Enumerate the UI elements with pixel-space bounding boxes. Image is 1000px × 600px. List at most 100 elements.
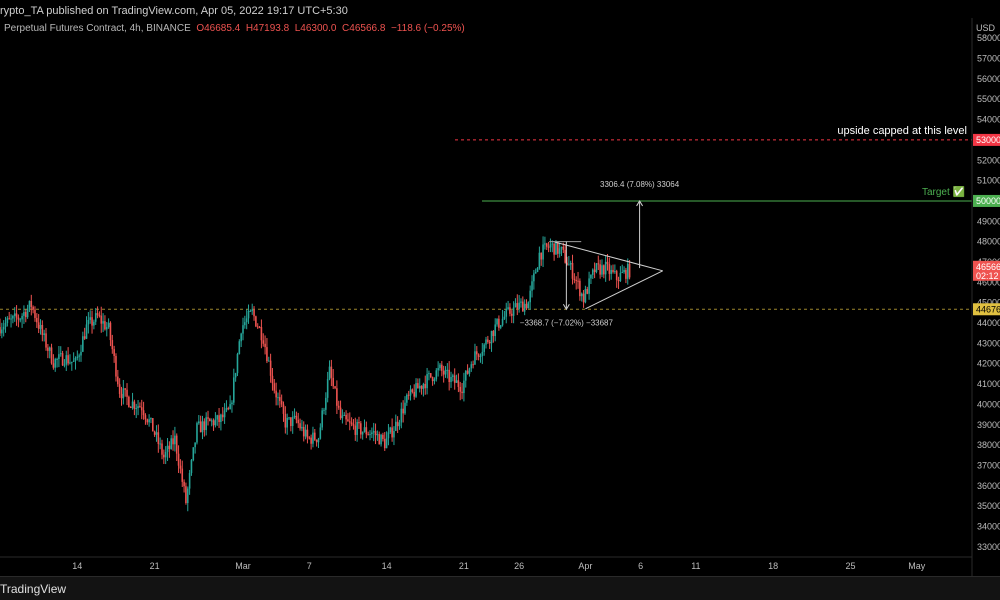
candle-body <box>247 311 250 319</box>
candle-body <box>54 359 57 368</box>
high-value: H47193.8 <box>245 23 290 34</box>
measure-down-arrow <box>562 304 570 311</box>
candle-body <box>540 252 543 260</box>
candle-body <box>115 355 117 377</box>
change-value: −118.6 (−0.25%) <box>390 23 465 34</box>
time-tick-label: 14 <box>382 561 392 571</box>
candle-body <box>617 280 620 282</box>
candle-body <box>568 264 570 266</box>
candle-body <box>63 364 66 366</box>
candle-body <box>78 355 80 357</box>
candle-body <box>341 415 344 419</box>
candle-body <box>439 364 441 369</box>
candle-body <box>157 432 160 444</box>
candle-body <box>21 315 23 320</box>
candle-body <box>343 414 346 416</box>
candle-body <box>133 401 136 409</box>
candle-body <box>1 329 3 334</box>
candle-body <box>148 419 150 423</box>
candle-body <box>271 375 274 384</box>
current-price-label: 46566 <box>976 262 1000 272</box>
candle-body <box>216 415 219 420</box>
candle-body <box>428 373 430 375</box>
candle-body <box>161 443 163 455</box>
candle-body <box>186 488 189 504</box>
candle-body <box>244 322 246 326</box>
candle-body <box>13 313 16 316</box>
candle-body <box>65 355 68 365</box>
candle-body <box>507 307 509 309</box>
candle-body <box>185 486 187 504</box>
candle-body <box>586 289 589 294</box>
candle-body <box>52 363 55 368</box>
candle-body <box>122 388 125 399</box>
candle-body <box>461 391 463 394</box>
price-tick-label: 42000 <box>977 359 1000 369</box>
candle-body <box>512 307 515 316</box>
candle-body <box>150 418 152 420</box>
candle-body <box>47 347 49 351</box>
price-axis[interactable]: USD 33000 34000 35000 36000 37000 38000 39000 4… <box>971 18 1000 576</box>
candle-body <box>360 423 362 435</box>
candle-body <box>383 438 386 449</box>
price-tick-label: 40000 <box>977 399 1000 409</box>
level-price-tag <box>973 303 1000 316</box>
candle-body <box>490 330 493 344</box>
candle-body <box>558 248 561 254</box>
candle-body <box>580 293 583 297</box>
candle-body <box>291 416 294 427</box>
candle-body <box>74 358 77 361</box>
candle-body <box>597 263 600 265</box>
candle-body <box>59 353 62 355</box>
candle-body <box>479 355 482 357</box>
candle-body <box>262 340 265 344</box>
candle-body <box>584 289 587 303</box>
candle-body <box>518 302 520 309</box>
candle-body <box>151 418 154 432</box>
candle-body <box>76 356 79 359</box>
candle-body <box>56 358 58 360</box>
candle-body <box>330 366 333 378</box>
measure-down-label: −3368.7 (−7.02%) −33687 <box>520 318 614 327</box>
candle-body <box>70 361 73 363</box>
time-tick-label: Mar <box>235 561 251 571</box>
candle-body <box>295 415 298 420</box>
time-tick-label: Apr <box>578 561 592 571</box>
candles <box>0 236 631 512</box>
candle-body <box>242 325 244 334</box>
candle-body <box>496 318 498 325</box>
candle-body <box>509 307 511 314</box>
candle-body <box>313 432 316 440</box>
candle-body <box>109 322 112 341</box>
candle-body <box>588 278 590 294</box>
candle-body <box>245 318 248 323</box>
candle-body <box>560 246 563 249</box>
candle-body <box>350 422 353 425</box>
candle-body <box>87 319 90 325</box>
candle-body <box>104 321 106 330</box>
price-chart[interactable]: upside capped at this level Target ✅ 3306… <box>0 0 1000 576</box>
candle-body <box>221 414 224 418</box>
price-tick-label: 35000 <box>977 501 1000 511</box>
candle-body <box>118 384 121 394</box>
price-tick-label: 58000 <box>977 33 1000 43</box>
candle-body <box>72 360 75 362</box>
candle-body <box>444 369 447 375</box>
candle-body <box>308 437 311 439</box>
candle-body <box>24 312 27 318</box>
candle-body <box>10 318 12 320</box>
time-axis[interactable]: 14 21 Mar 7 14 21 26 Apr 6 11 18 25 May <box>0 556 972 571</box>
candle-body <box>424 383 427 389</box>
price-tick-label: 51000 <box>977 176 1000 186</box>
candle-body <box>129 406 132 408</box>
low-value: L46300.0 <box>294 23 337 34</box>
candle-body <box>41 324 44 335</box>
candle-body <box>608 263 611 274</box>
candle-body <box>220 414 222 423</box>
candle-body <box>358 422 360 424</box>
candle-body <box>201 421 204 433</box>
candle-body <box>573 278 576 281</box>
candle-body <box>625 269 627 279</box>
price-tick-label: 44000 <box>977 318 1000 328</box>
candle-body <box>575 280 578 282</box>
